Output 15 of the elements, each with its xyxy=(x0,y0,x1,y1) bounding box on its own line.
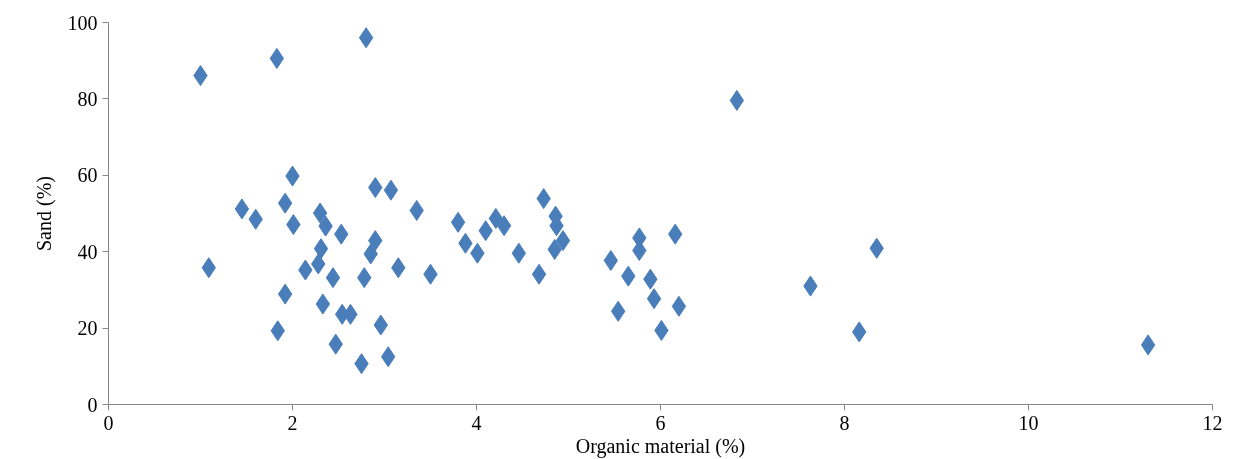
y-tick-label: 80 xyxy=(77,87,98,110)
x-tick-label: 0 xyxy=(103,411,114,434)
x-axis-title: Organic material (%) xyxy=(575,434,746,458)
y-tick-label: 60 xyxy=(77,164,98,187)
x-tick-label: 10 xyxy=(1018,411,1039,434)
y-tick-label: 0 xyxy=(87,393,98,416)
y-tick-label: 40 xyxy=(77,240,98,263)
x-tick-label: 2 xyxy=(287,411,298,434)
y-axis-title: Sand (%) xyxy=(32,176,56,251)
x-tick-label: 4 xyxy=(471,411,482,434)
y-tick-label: 20 xyxy=(77,317,98,340)
x-tick-label: 8 xyxy=(839,411,850,434)
y-tick-label: 100 xyxy=(67,11,98,34)
x-tick-label: 6 xyxy=(655,411,666,434)
x-tick-label: 12 xyxy=(1202,411,1223,434)
